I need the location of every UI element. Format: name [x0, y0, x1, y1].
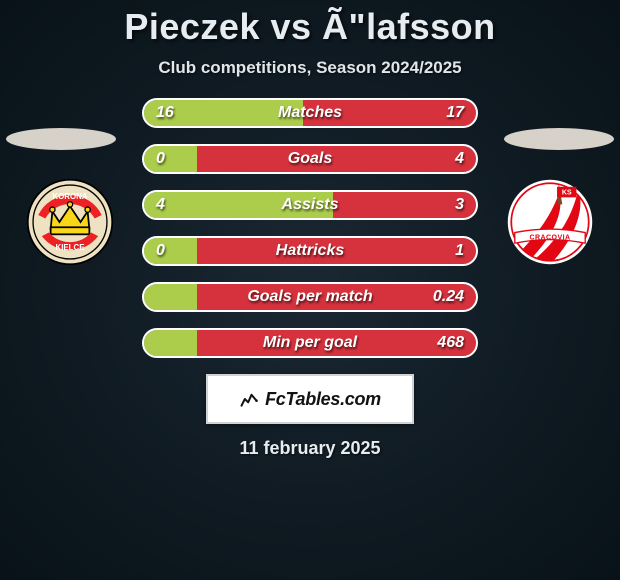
- stat-value-left: 4: [156, 196, 165, 214]
- stat-row: 0 1 Hattricks: [142, 236, 478, 266]
- stat-label: Assists: [282, 196, 339, 214]
- badge-right-ks-text: KS: [562, 190, 572, 197]
- branding-badge: FcTables.com: [206, 374, 414, 424]
- stat-label: Matches: [278, 104, 342, 122]
- badge-left-top-text: KORONA: [52, 192, 87, 201]
- page-title: Pieczek vs Ã"lafsson: [0, 6, 620, 48]
- stat-value-right: 3: [455, 196, 464, 214]
- stat-row: 16 17 Matches: [142, 98, 478, 128]
- branding-text: FcTables.com: [265, 389, 381, 410]
- cracovia-crest-icon: KS CRACOVIA: [506, 178, 594, 266]
- stat-value-right: 17: [446, 104, 464, 122]
- stat-fill-left: [144, 330, 197, 356]
- stat-value-left: 0: [156, 150, 165, 168]
- stat-value-right: 0.24: [433, 288, 464, 306]
- stat-fill-left: [144, 238, 197, 264]
- date-text: 11 february 2025: [0, 438, 620, 459]
- stat-label: Min per goal: [263, 334, 357, 352]
- fctables-logo-icon: [239, 389, 259, 409]
- team-shadow-right: [504, 128, 614, 150]
- stat-value-right: 1: [455, 242, 464, 260]
- team-badge-right: KS CRACOVIA: [506, 178, 594, 266]
- stat-row: 0 4 Goals: [142, 144, 478, 174]
- stat-label: Goals: [288, 150, 332, 168]
- stat-value-right: 4: [455, 150, 464, 168]
- korona-kielce-crest-icon: KORONA KIELCE: [26, 178, 114, 266]
- stat-value-left: 16: [156, 104, 174, 122]
- stat-value-left: 0: [156, 242, 165, 260]
- badge-right-banner-text: CRACOVIA: [529, 235, 570, 242]
- stat-row: 468 Min per goal: [142, 328, 478, 358]
- comparison-stage: KORONA KIELCE: [0, 98, 620, 358]
- page-subtitle: Club competitions, Season 2024/2025: [0, 58, 620, 78]
- team-shadow-left: [6, 128, 116, 150]
- stat-label: Goals per match: [247, 288, 372, 306]
- stat-bars: 16 17 Matches 0 4 Goals 4 3 Assists 0 1 Hattricks 0.…: [142, 98, 478, 358]
- team-badge-left: KORONA KIELCE: [26, 178, 114, 266]
- stat-fill-left: [144, 146, 197, 172]
- infographic-root: Pieczek vs Ã"lafsson Club competitions, …: [0, 0, 620, 580]
- stat-fill-left: [144, 284, 197, 310]
- stat-row: 0.24 Goals per match: [142, 282, 478, 312]
- badge-left-bottom-text: KIELCE: [56, 243, 85, 252]
- stat-label: Hattricks: [276, 242, 344, 260]
- stat-value-right: 468: [437, 334, 464, 352]
- stat-fill-right: [197, 146, 476, 172]
- stat-row: 4 3 Assists: [142, 190, 478, 220]
